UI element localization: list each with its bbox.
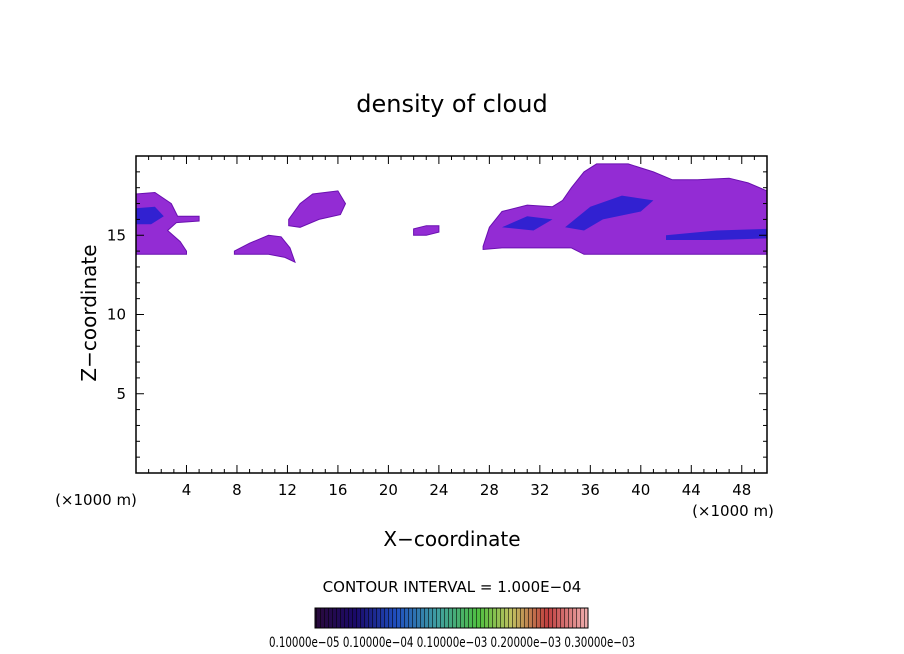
- x-tick-label: 36: [581, 481, 600, 499]
- y-axis-ticks: 5 10 15: [107, 171, 767, 458]
- cloud-b: [233, 234, 296, 264]
- cloud-dense-core: [565, 195, 654, 231]
- x-unit-label-right: (×1000 m): [692, 502, 774, 520]
- x-tick-label: 44: [682, 481, 701, 499]
- x-tick-label: 40: [631, 481, 650, 499]
- x-tick-label: 20: [379, 481, 398, 499]
- colorbar-labels: 0.10000e−05 0.10000e−04 0.10000e−03 0.20…: [269, 635, 635, 651]
- cloud-dense-core: [666, 228, 767, 240]
- contour-interval-label: CONTOUR INTERVAL = 1.000E−04: [323, 578, 582, 596]
- y-axis-title: Z−coordinate: [77, 244, 101, 381]
- x-tick-label: 12: [278, 481, 297, 499]
- x-unit-label-left: (×1000 m): [55, 491, 137, 509]
- x-axis-ticks: 4 8 12 16 20 24 28 32 36 40 44 48: [148, 156, 755, 499]
- chart-title: density of cloud: [356, 90, 547, 118]
- cloud-dense-core: [502, 216, 553, 231]
- cloud-d: [413, 225, 440, 236]
- y-tick-label: 15: [107, 226, 126, 244]
- y-tick-label: 10: [107, 306, 126, 324]
- x-tick-label: 28: [480, 481, 499, 499]
- x-tick-label: 4: [182, 481, 192, 499]
- x-tick-label: 8: [232, 481, 242, 499]
- colorbar-stripes: [315, 608, 588, 628]
- cloud-contours: [135, 163, 768, 264]
- x-tick-label: 48: [732, 481, 751, 499]
- cloud-dense-core: [136, 206, 164, 225]
- colorbar: [314, 607, 589, 629]
- x-axis-title: X−coordinate: [383, 527, 520, 551]
- cloud-c: [288, 190, 347, 228]
- x-tick-label: 24: [429, 481, 448, 499]
- x-tick-label: 16: [328, 481, 347, 499]
- x-tick-label: 32: [530, 481, 549, 499]
- y-tick-label: 5: [116, 385, 126, 403]
